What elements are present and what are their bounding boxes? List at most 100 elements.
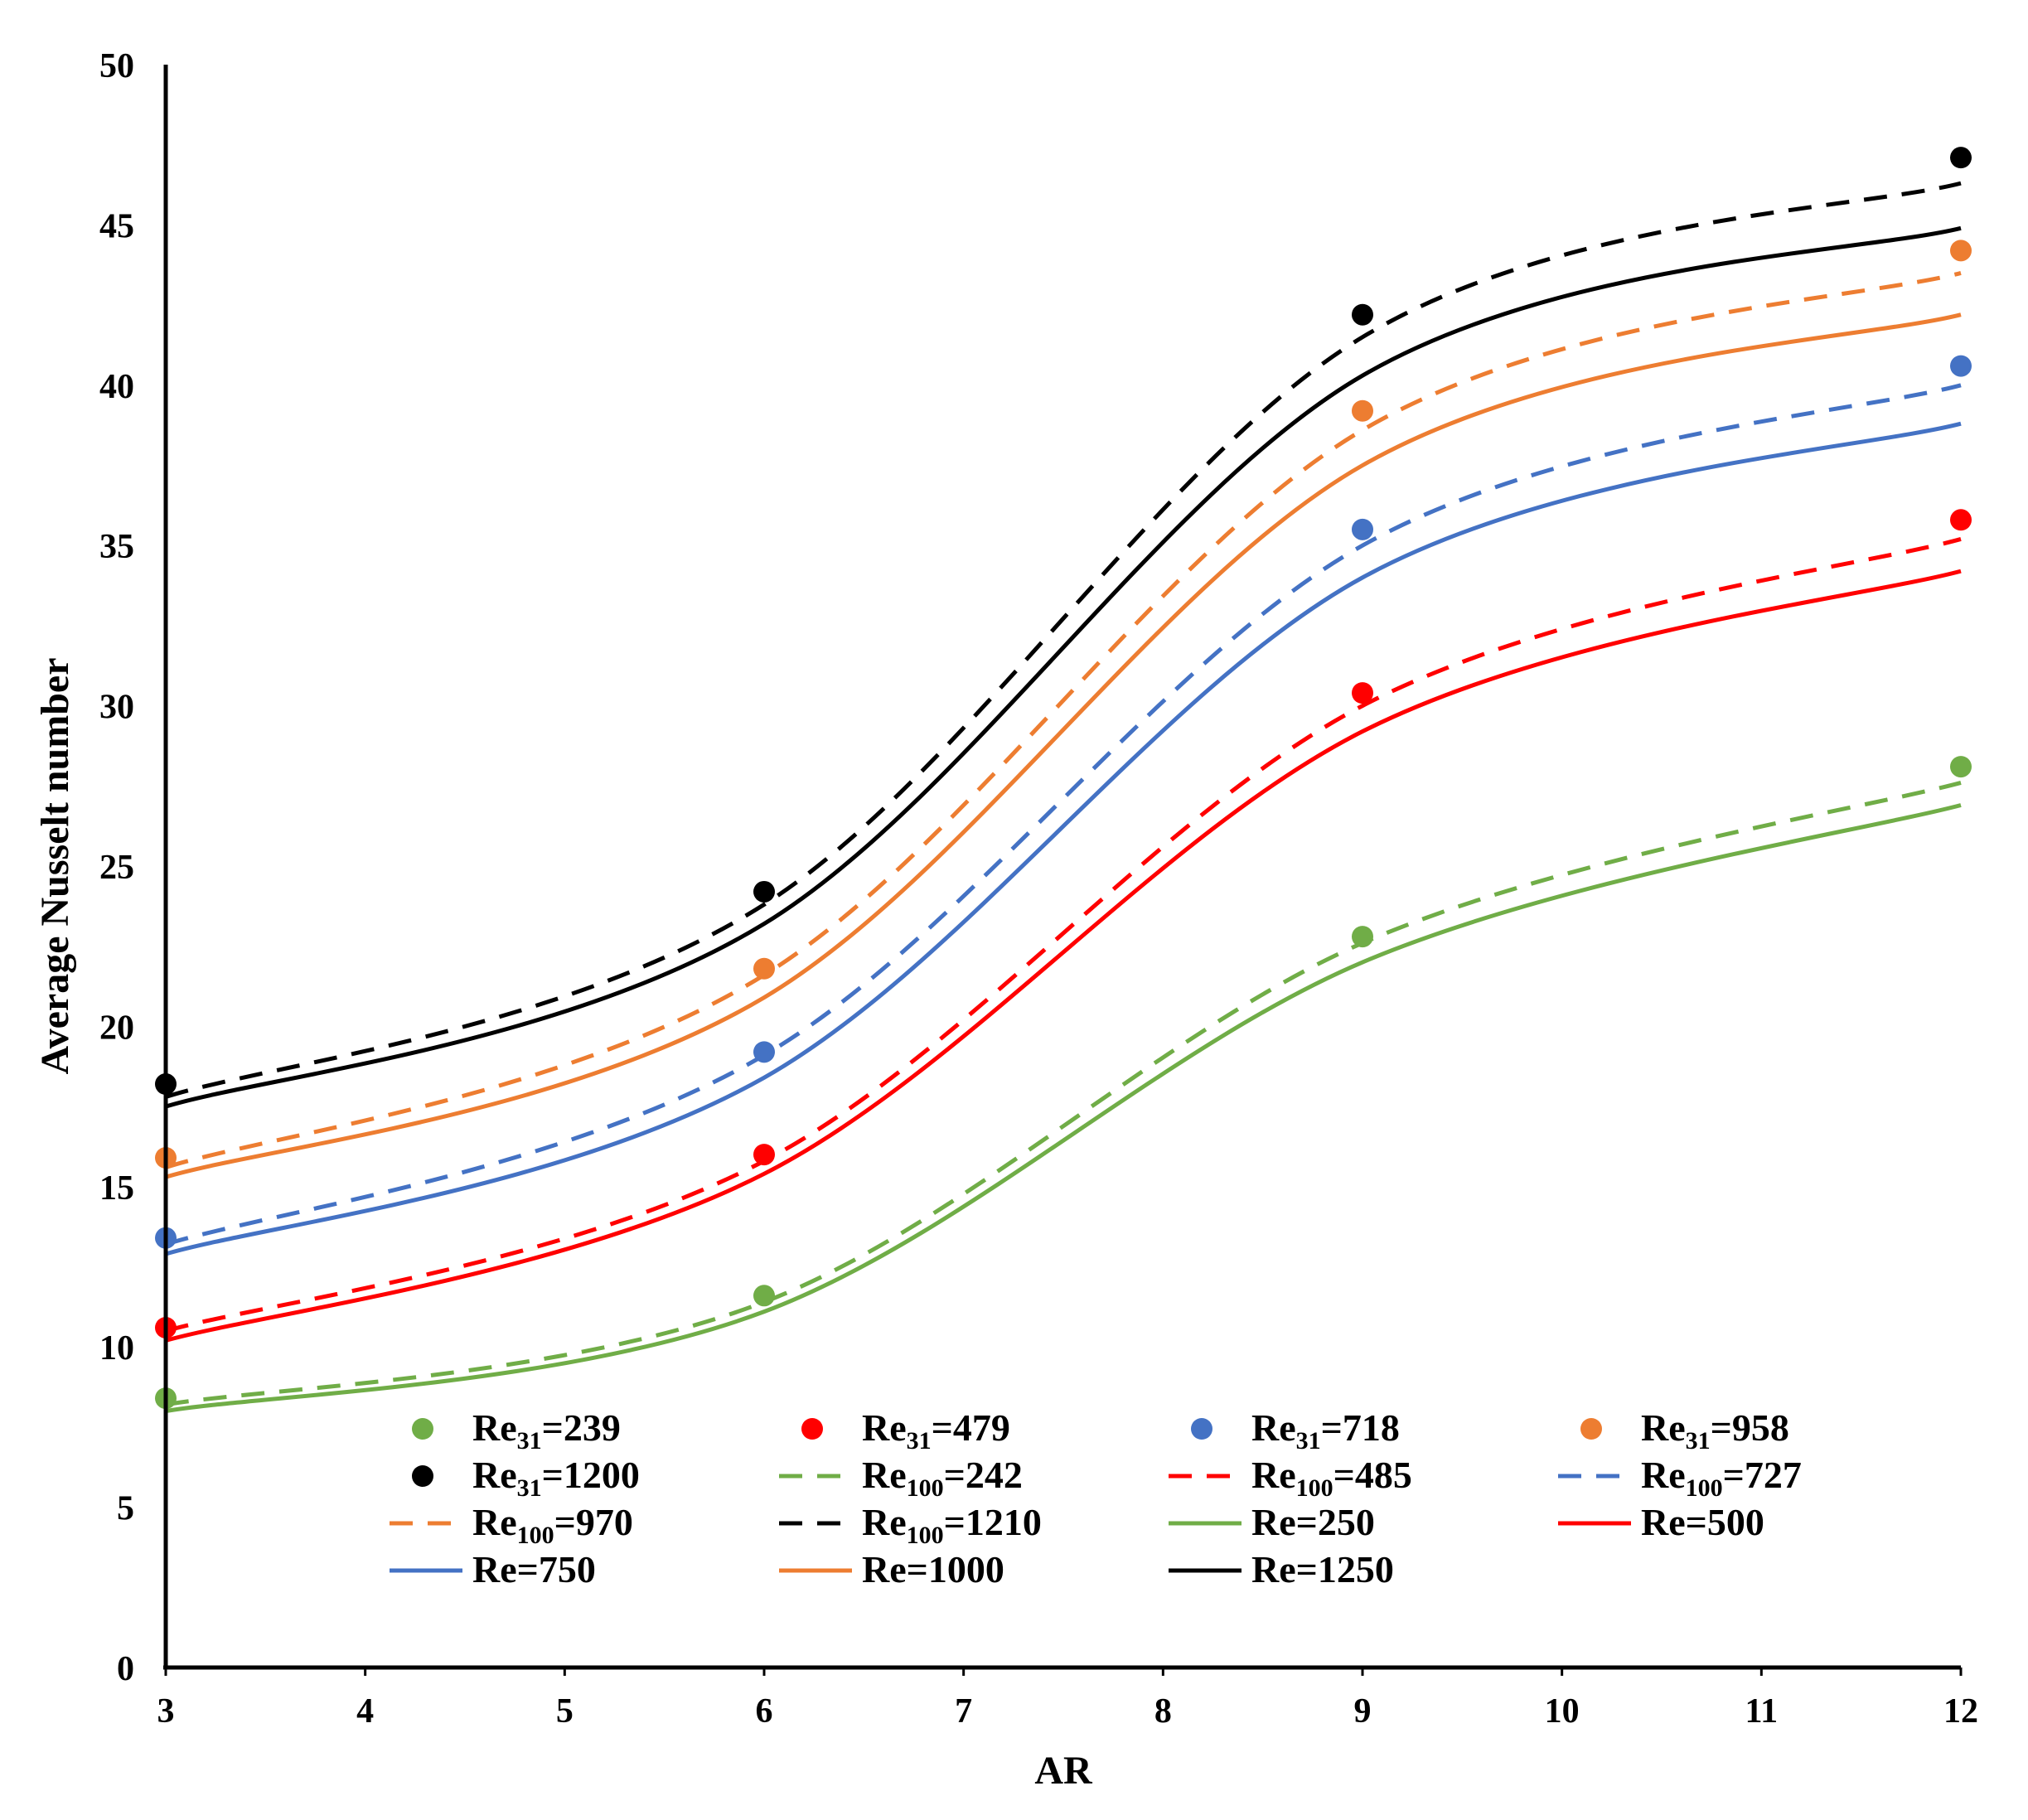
curve-re100-727 [165,383,1962,1246]
data-point-re31-1200-6 [753,880,775,903]
legend-label: Re=250 [1251,1501,1375,1543]
curve-re100-1210 [165,181,1962,1099]
legend-label: Re100=485 [1251,1454,1412,1502]
x-tick-label: 8 [1154,1692,1172,1730]
legend-marker [1191,1418,1212,1440]
y-tick-label: 25 [99,849,134,887]
legend-label-base: Re [862,1501,907,1543]
legend-label-base: Re [472,1454,517,1496]
legend-label-base: Re [472,1501,517,1543]
x-tick-label: 3 [157,1692,175,1730]
legend-item-re100-242: Re100=242 [779,1454,1023,1502]
legend-label: Re31=239 [472,1406,621,1455]
legend-item-re-750: Re=750 [390,1548,596,1590]
axes-layer [163,65,1961,1670]
legend-label-value: =958 [1711,1406,1789,1449]
legend-item-re-1250: Re=1250 [1169,1548,1394,1590]
y-tick-label: 30 [99,689,134,727]
legend-marker [801,1418,823,1440]
data-point-re31-718-6 [753,1041,775,1063]
legend-label-base: Re=1250 [1251,1548,1394,1590]
legend-label: Re31=1200 [472,1454,640,1502]
legend-label-subscript: 100 [907,1474,944,1502]
legend-label-subscript: 100 [907,1522,944,1549]
legend-label: Re100=1210 [862,1501,1042,1549]
legend-label-subscript: 31 [1686,1427,1711,1455]
y-tick-label: 40 [99,368,134,406]
y-axis-title: Average Nusselt number [33,657,77,1074]
legend-label: Re=1250 [1251,1548,1394,1590]
legend-label-subscript: 31 [517,1427,542,1455]
curve-re-500 [165,569,1962,1343]
y-tick-label: 35 [99,528,134,566]
legend-label-value: =727 [1723,1454,1802,1496]
data-point-re31-239-9 [1352,926,1373,948]
legend-label-value: =970 [554,1501,633,1543]
legend-item-re-250: Re=250 [1169,1501,1375,1543]
x-tick-label: 4 [356,1692,374,1730]
legend-label: Re=500 [1641,1501,1764,1543]
x-tick-label: 10 [1545,1692,1580,1730]
legend-item-re100-970: Re100=970 [390,1501,633,1549]
legend-label-subscript: 100 [1686,1474,1723,1502]
legend-label-value: =479 [932,1406,1010,1449]
legend-label-subscript: 100 [1296,1474,1333,1502]
data-point-re31-718-9 [1352,518,1373,540]
legend-label-base: Re=250 [1251,1501,1375,1543]
legend-item-re-500: Re=500 [1558,1501,1764,1543]
y-tick-label: 0 [117,1650,134,1688]
y-tick-label: 10 [99,1329,134,1367]
legend-label-value: =485 [1333,1454,1412,1496]
data-point-re31-1200-9 [1352,303,1373,326]
data-point-re31-479-6 [753,1144,775,1166]
legend-item-re31-718: Re31=718 [1191,1406,1400,1455]
legend-label-value: =718 [1321,1406,1400,1449]
data-point-re31-958-6 [753,957,775,980]
data-point-re31-479-12 [1950,509,1972,531]
legend-label: Re=750 [472,1548,596,1590]
legend-item-re31-479: Re31=479 [801,1406,1010,1455]
legend-label-base: Re [1251,1454,1296,1496]
data-point-re31-1200-12 [1950,147,1972,169]
legend-label-base: Re [1641,1454,1686,1496]
legend-label: Re31=479 [862,1406,1010,1455]
curve-re100-485 [165,537,1962,1334]
legend-item-re100-727: Re100=727 [1558,1454,1802,1502]
curve-re100-242 [165,781,1962,1407]
y-tick-label: 15 [99,1169,134,1208]
legend-label: Re31=958 [1641,1406,1789,1455]
legend-label: Re100=242 [862,1454,1023,1502]
legend-item-re100-1210: Re100=1210 [779,1501,1042,1549]
legend-label: Re=1000 [862,1548,1004,1590]
legend-label-base: Re=500 [1641,1501,1764,1543]
legend-item-re-1000: Re=1000 [779,1548,1004,1590]
data-point-re31-958-12 [1950,240,1972,262]
x-tick-label: 11 [1745,1692,1778,1730]
data-point-re31-479-9 [1352,682,1373,704]
legend-label: Re31=718 [1251,1406,1400,1455]
legend-item-re31-1200: Re31=1200 [412,1454,640,1502]
legend-label-base: Re=1000 [862,1548,1004,1590]
legend-label-base: Re [1251,1406,1296,1449]
legend-item-re100-485: Re100=485 [1169,1454,1412,1502]
x-axis-title: AR [1034,1749,1093,1793]
legend-item-re31-239: Re31=239 [412,1406,621,1455]
legend-label: Re100=970 [472,1501,633,1549]
legend-label-subscript: 31 [1296,1427,1321,1455]
legend-item-re31-958: Re31=958 [1580,1406,1789,1455]
y-tick-label: 45 [99,207,134,245]
x-tick-label: 12 [1943,1692,1978,1730]
curve-re-1000 [165,312,1962,1179]
curve-re-1250 [165,225,1962,1109]
y-tick-label: 20 [99,1009,134,1047]
legend-label-base: Re [1641,1406,1686,1449]
legend-label-value: =239 [542,1406,621,1449]
data-point-re31-718-12 [1950,355,1972,377]
x-tick-label: 9 [1354,1692,1372,1730]
legend-marker [412,1418,433,1440]
legend-label-subscript: 100 [517,1522,554,1549]
curve-re-750 [165,421,1962,1256]
legend-label-subscript: 31 [517,1474,542,1502]
y-tick-label: 5 [117,1490,134,1528]
